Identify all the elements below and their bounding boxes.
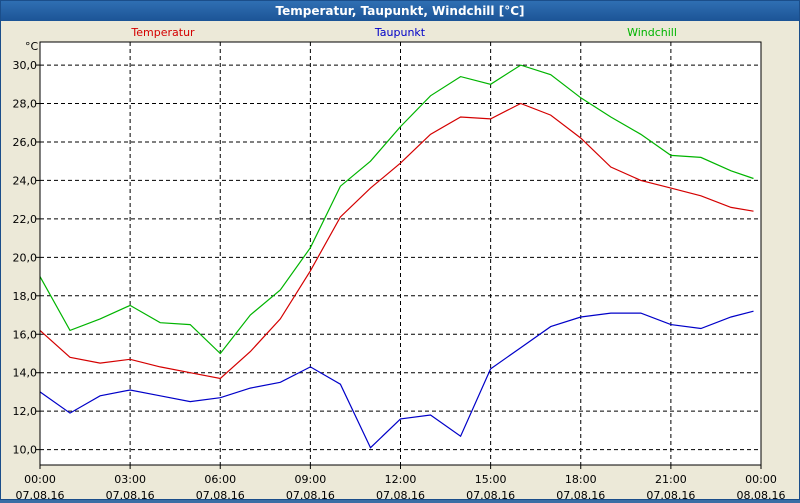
x-tick-date: 07.08.16 (466, 489, 515, 499)
x-tick-time: 09:00 (295, 473, 327, 486)
x-tick-date: 07.08.16 (646, 489, 695, 499)
x-tick-date: 07.08.16 (286, 489, 335, 499)
x-tick-date: 07.08.16 (196, 489, 245, 499)
series-lines (39, 64, 754, 449)
y-tick-label: 24,0 (13, 174, 38, 187)
x-axis: 00:00 07.08.16 03:00 07.08.16 06:00 07.08.16 0… (16, 465, 786, 502)
y-axis-unit: °C (25, 40, 39, 53)
x-tick-time: 18:00 (565, 473, 597, 486)
x-tick-date: 07.08.16 (16, 489, 65, 499)
x-tick-date: 07.08.16 (106, 489, 155, 499)
series-line-taupunkt (39, 310, 754, 449)
y-axis: 10,0 12,0 14,0 16,0 18,0 20,0 22,0 24,0 26,0 28,0… (13, 59, 40, 457)
x-tick-time: 00:00 (745, 473, 777, 486)
y-tick-label: 30,0 (13, 59, 38, 72)
y-tick-label: 26,0 (13, 136, 38, 149)
legend-entry-temperatur: Temperatur (130, 26, 195, 39)
x-tick-time: 00:00 (24, 473, 56, 486)
x-tick-time: 03:00 (114, 473, 146, 486)
legend-entry-windchill: Windchill (627, 26, 677, 39)
series-line-windchill (39, 64, 754, 355)
y-tick-label: 10,0 (13, 444, 38, 457)
y-tick-label: 16,0 (13, 328, 38, 341)
x-tick-date: 08.08.16 (737, 489, 786, 499)
legend: Temperatur Taupunkt Windchill (130, 26, 677, 39)
y-tick-label: 20,0 (13, 251, 38, 264)
window-title: Temperatur, Taupunkt, Windchill [°C] (1, 1, 799, 21)
x-tick-time: 06:00 (204, 473, 236, 486)
chart-area: 10,0 12,0 14,0 16,0 18,0 20,0 22,0 24,0 26,0 28,0… (1, 21, 799, 502)
y-tick-label: 18,0 (13, 290, 38, 303)
x-tick-date: 07.08.16 (376, 489, 425, 499)
line-chart: 10,0 12,0 14,0 16,0 18,0 20,0 22,0 24,0 26,0 28,0… (13, 26, 786, 502)
legend-entry-taupunkt: Taupunkt (374, 26, 426, 39)
x-tick-time: 21:00 (655, 473, 687, 486)
y-tick-label: 22,0 (13, 213, 38, 226)
y-tick-label: 14,0 (13, 367, 38, 380)
x-tick-time: 15:00 (475, 473, 507, 486)
series-line-temperatur (39, 102, 754, 380)
x-tick-time: 12:00 (385, 473, 417, 486)
y-tick-label: 28,0 (13, 98, 38, 111)
gridlines (40, 42, 761, 465)
y-tick-label: 12,0 (13, 405, 38, 418)
x-tick-date: 07.08.16 (556, 489, 605, 499)
